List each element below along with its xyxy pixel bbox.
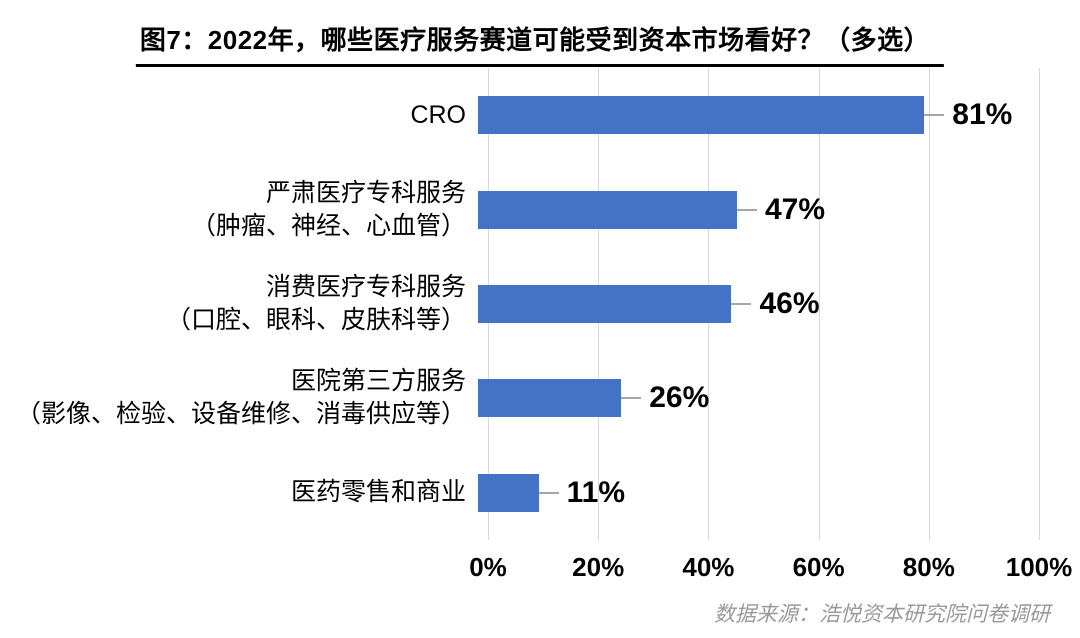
gridline (928, 68, 930, 540)
x-tick-label: 20% (572, 552, 625, 582)
bar-row: 严肃医疗专科服务 （肿瘤、神经、心血管） 47% (0, 162, 1080, 256)
bar-row: 医院第三方服务 （影像、检验、设备维修、消毒供应等） 26% (0, 351, 1080, 445)
category-label-line: 消费医疗专科服务 (265, 273, 466, 302)
bar-row: CRO 81% (0, 68, 1080, 162)
bar (478, 285, 732, 324)
bar-track: 81% (478, 96, 1029, 135)
bar-track: 47% (478, 190, 1029, 229)
x-tick-label: 100% (1005, 552, 1073, 582)
category-label-line: CRO (410, 100, 466, 129)
leader-line (538, 491, 559, 494)
category-label-line: （肿瘤、神经、心血管） (190, 211, 466, 240)
category-label-line: 医药零售和商业 (290, 478, 466, 507)
bar-track: 46% (478, 285, 1029, 324)
bar-rows: CRO 81% 严肃医疗专科服务 （肿瘤、神经、心血管） 47% 消费医疗专科服务 （口腔、… (0, 68, 1080, 540)
x-tick-label: 0% (469, 552, 507, 582)
x-tick-label: 80% (902, 552, 955, 582)
category-label: 消费医疗专科服务 （口腔、眼科、皮肤科等） (0, 271, 478, 337)
category-label: 严肃医疗专科服务 （肿瘤、神经、心血管） (0, 177, 478, 243)
x-tick-label: 40% (682, 552, 735, 582)
category-label: 医药零售和商业 (0, 476, 478, 509)
bar (478, 190, 737, 229)
gridline (818, 68, 820, 540)
gridline (1039, 68, 1040, 540)
value-label: 46% (759, 287, 820, 321)
bar (478, 96, 925, 135)
category-label: 医院第三方服务 （影像、检验、设备维修、消毒供应等） (0, 365, 478, 431)
x-tick-label: 60% (792, 552, 845, 582)
leader-line (736, 208, 757, 211)
value-label: 11% (566, 475, 625, 509)
bar (478, 473, 539, 512)
bar-row: 医药零售和商业 11% (0, 446, 1080, 540)
leader-line (924, 114, 945, 117)
leader-line (731, 303, 752, 306)
data-source: 数据来源：浩悦资本研究院问卷调研 (714, 603, 1050, 626)
category-label-line: 严肃医疗专科服务 (265, 178, 466, 207)
category-label-line: 医院第三方服务 (290, 367, 466, 396)
x-axis: 0% 20% 40% 60% 80% 100% (469, 552, 1072, 584)
value-label: 81% (952, 98, 1013, 132)
value-label: 47% (764, 192, 826, 226)
bar (478, 379, 622, 418)
value-label: 26% (649, 381, 710, 415)
bar-track: 11% (478, 473, 1029, 512)
category-label-line: （影像、检验、设备维修、消毒供应等） (15, 400, 466, 429)
bar-track: 26% (478, 379, 1029, 418)
leader-line (621, 397, 642, 400)
bar-row: 消费医疗专科服务 （口腔、眼科、皮肤科等） 46% (0, 257, 1080, 351)
category-label-line: （口腔、眼科、皮肤科等） (165, 306, 466, 335)
category-label: CRO (0, 99, 478, 132)
chart-title: 图7：2022年，哪些医疗服务赛道可能受到资本市场看好？（多选） (135, 20, 945, 67)
